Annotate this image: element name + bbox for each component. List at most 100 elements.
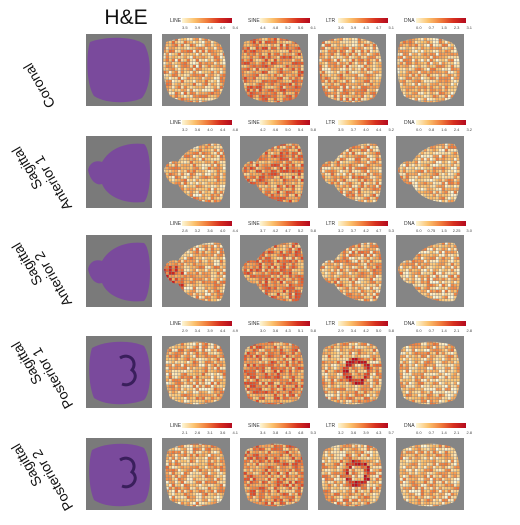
colorbar-ticks: 2.9 3.4 3.9 4.4 4.9 (182, 328, 238, 333)
legend-name: SINE (248, 321, 260, 327)
colorbar-ticks: 2.9 3.4 4.2 5.0 5.8 (338, 328, 394, 333)
colorbar-ticks: 3.5 3.7 4.0 4.4 5.2 (338, 127, 394, 132)
legend-name: SINE (248, 120, 260, 126)
colorbar-tick-label: 3.4 (260, 430, 266, 435)
spatial-map-dna-sagittal-anterior-2 (396, 235, 464, 307)
colorbar-tick-label: 4.8 (297, 430, 304, 435)
he-image-sagittal-anterior-2 (86, 235, 152, 307)
colorbar-tick-label: 3.6 (272, 328, 279, 333)
tissue-spots (399, 443, 460, 507)
colorbar (416, 120, 466, 125)
colorbar (416, 221, 466, 226)
tissue-spots (164, 143, 226, 203)
row-label-sagittal-anterior-2: Sagittal Anterior 2 (7, 239, 75, 310)
spatial-map-sine-sagittal-anterior-1 (240, 136, 308, 208)
colorbar-tick-label: 0.0 (416, 228, 422, 233)
colorbar-ticks: 3.6 3.9 4.3 4.7 5.1 (338, 25, 394, 30)
spatial-map-sine-sagittal-posterior-2 (240, 438, 308, 510)
colorbar-ticks: 3.2 3.6 4.0 4.4 4.8 (182, 127, 238, 132)
colorbar-tick-label: 4.7 (375, 25, 382, 30)
colorbar-ticks: 0.0 0.7 1.4 2.1 2.8 (416, 430, 472, 435)
tissue-spots (163, 38, 226, 103)
colorbar-tick-label: 4.0 (207, 127, 213, 132)
colorbar-tick-label: 3.2 (338, 430, 344, 435)
colorbar (182, 321, 232, 326)
colorbar-tick-label: 0.0 (416, 430, 422, 435)
spatial-map-sine-coronal (240, 34, 308, 106)
legend-dna-coronal: DNA 0.0 0.7 1.5 2.3 3.1 (404, 18, 478, 34)
he-tissue-section (89, 443, 150, 507)
he-tissue-section (88, 242, 150, 302)
legend-ltr-sagittal-anterior-2: LTR 3.2 3.7 4.2 4.7 5.3 (326, 221, 400, 237)
colorbar-tick-label: 3.1 (466, 25, 472, 30)
spatial-map-line-coronal (162, 34, 230, 106)
colorbar-tick-label: 3.0 (260, 328, 266, 333)
colorbar-tick-label: 0.7 (428, 328, 435, 333)
colorbar-tick-label: 5.1 (388, 25, 394, 30)
colorbar-tick-label: 6.1 (310, 25, 316, 30)
colorbar-tick-label: 3.7 (350, 127, 357, 132)
colorbar-tick-label: 3.5 (338, 127, 344, 132)
colorbar-tick-label: 0.75 (427, 228, 436, 233)
legend-name: LTR (326, 423, 336, 429)
he-image-sagittal-posterior-2 (86, 438, 152, 510)
colorbar-tick-label: 3.6 (350, 430, 357, 435)
spatial-map-dna-sagittal-posterior-1 (396, 336, 464, 408)
colorbar (182, 423, 232, 428)
colorbar-tick-label: 4.9 (219, 25, 226, 30)
tissue-spots (321, 341, 382, 405)
he-column-title: H&E (104, 6, 148, 29)
colorbar-tick-label: 3.2 (338, 228, 344, 233)
legend-name: LINE (170, 221, 182, 227)
spatial-map-dna-sagittal-posterior-2 (396, 438, 464, 510)
row-label-sagittal-anterior-1: Sagittal Anterior 1 (7, 143, 75, 214)
colorbar-tick-label: 5.8 (310, 228, 316, 233)
colorbar-tick-label: 3.8 (272, 430, 279, 435)
colorbar-tick-label: 4.6 (272, 127, 279, 132)
colorbar-tick-label: 5.0 (375, 328, 382, 333)
legend-name: LINE (170, 120, 182, 126)
spatial-map-line-sagittal-anterior-2 (162, 235, 230, 307)
legend-dna-sagittal-posterior-1: DNA 0.0 0.7 1.4 2.1 2.8 (404, 321, 478, 337)
colorbar-tick-label: 4.2 (363, 228, 369, 233)
colorbar-tick-label: 4.9 (232, 328, 238, 333)
colorbar (416, 18, 466, 23)
colorbar-tick-label: 1.4 (441, 430, 447, 435)
legend-name: DNA (404, 321, 415, 327)
tissue-spots (241, 38, 304, 103)
legend-name: LINE (170, 321, 182, 327)
colorbar-tick-label: 4.7 (285, 228, 291, 233)
colorbar-tick-label: 5.1 (297, 328, 304, 333)
colorbar-tick-label: 3.2 (194, 228, 201, 233)
legend-name: SINE (248, 423, 260, 429)
tissue-spots (165, 443, 226, 507)
colorbar-tick-label: 0.0 (416, 25, 422, 30)
colorbar-ticks: 3.2 3.6 3.9 4.3 5.7 (338, 430, 394, 435)
colorbar-tick-label: 5.7 (388, 430, 394, 435)
colorbar-tick-label: 2.1 (182, 430, 188, 435)
legend-dna-sagittal-posterior-2: DNA 0.0 0.7 1.4 2.1 2.8 (404, 423, 478, 439)
spatial-map-dna-coronal (396, 34, 464, 106)
legend-ltr-sagittal-anterior-1: LTR 3.5 3.7 4.0 4.4 5.2 (326, 120, 400, 136)
colorbar-tick-label: 5.8 (310, 328, 316, 333)
colorbar-tick-label: 3.0 (466, 228, 472, 233)
he-cerebellum-folia (119, 354, 137, 387)
legend-name: SINE (248, 221, 260, 227)
colorbar-tick-label: 5.4 (232, 25, 238, 30)
colorbar-tick-label: 5.0 (285, 127, 291, 132)
colorbar-tick-label: 5.3 (310, 430, 316, 435)
tissue-spots (398, 143, 460, 203)
colorbar-tick-label: 3.6 (207, 228, 213, 233)
legend-sine-sagittal-anterior-1: SINE 4.2 4.6 5.0 5.4 5.8 (248, 120, 322, 136)
colorbar-ticks: 0.0 0.75 1.5 2.25 3.0 (416, 228, 472, 233)
legend-name: LTR (326, 321, 336, 327)
colorbar-tick-label: 5.3 (388, 228, 394, 233)
spatial-map-ltr-sagittal-anterior-2 (318, 235, 386, 307)
tissue-spots (319, 38, 382, 103)
he-tissue-section (88, 143, 150, 203)
colorbar-ticks: 0.0 0.7 1.5 2.3 3.1 (416, 25, 472, 30)
legend-sine-sagittal-posterior-2: SINE 3.4 3.8 4.3 4.8 5.3 (248, 423, 322, 439)
legend-line-sagittal-anterior-1: LINE 3.2 3.6 4.0 4.4 4.8 (170, 120, 244, 136)
legend-sine-coronal: SINE 4.4 4.8 5.2 5.6 6.1 (248, 18, 322, 34)
legend-name: DNA (404, 221, 415, 227)
